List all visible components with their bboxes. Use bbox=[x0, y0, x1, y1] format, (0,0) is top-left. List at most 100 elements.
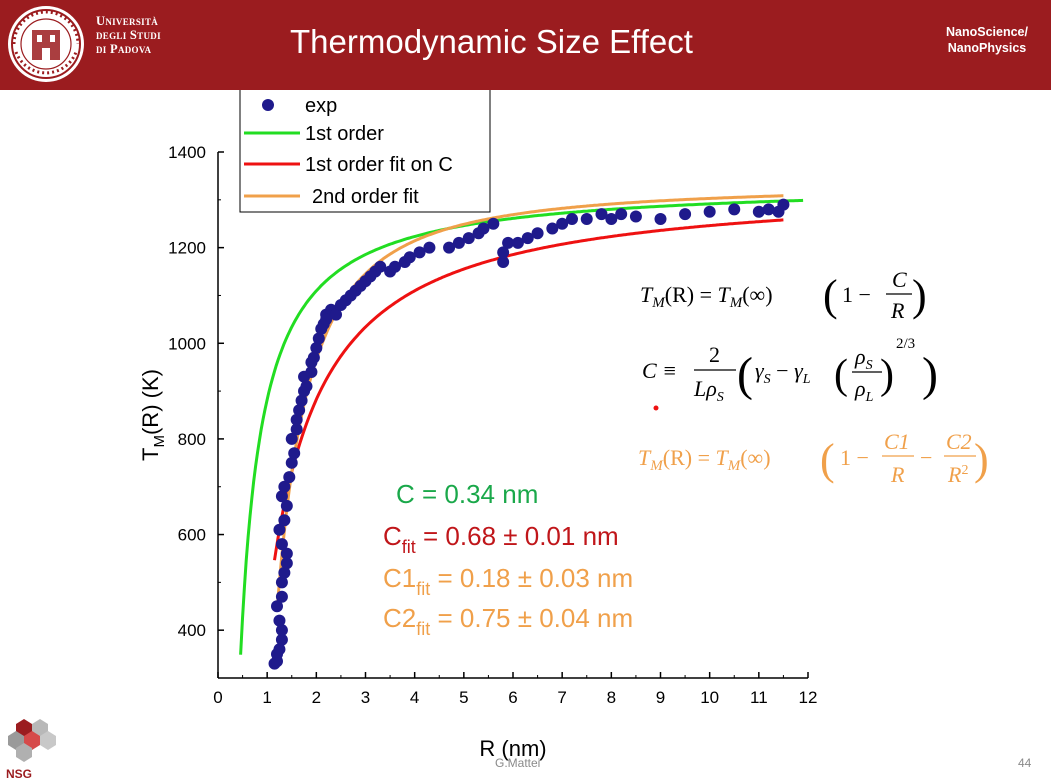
x-tick-label-0: 0 bbox=[213, 688, 222, 707]
exp-point-51 bbox=[389, 260, 401, 273]
exp-point-56 bbox=[443, 241, 456, 254]
formula-2-num: 2 bbox=[709, 342, 720, 367]
y-tick-label-5: 1400 bbox=[168, 143, 206, 162]
exp-point-13 bbox=[275, 538, 288, 551]
formula-2-rho-l: ρL bbox=[854, 376, 874, 405]
exp-point-72 bbox=[595, 208, 608, 221]
exp-point-5 bbox=[275, 624, 288, 637]
c2fit-sub: fit bbox=[416, 619, 430, 639]
exp-point-58 bbox=[462, 232, 475, 245]
university-name-line-2: degli Studi bbox=[96, 28, 161, 42]
formula-1: TM(R) = TM(∞) ( 1 − C R ) bbox=[640, 267, 927, 323]
formula-3-paren-close: ) bbox=[974, 435, 989, 484]
exp-point-19 bbox=[283, 471, 296, 484]
formula-1-paren-open: ( bbox=[823, 271, 838, 320]
formula-3-minus: − bbox=[920, 445, 932, 470]
c1fit-sub: fit bbox=[416, 579, 430, 599]
formula-3-arg: (R) = bbox=[663, 445, 716, 470]
y-tick-label-3: 1000 bbox=[168, 334, 206, 353]
exp-point-63 bbox=[497, 246, 510, 259]
exp-point-33 bbox=[310, 342, 323, 355]
formula-2-den: LρS bbox=[693, 376, 724, 405]
exp-point-16 bbox=[280, 499, 293, 512]
legend-second-order-fit-label: 2nd order fit bbox=[312, 186, 419, 208]
exp-point-34 bbox=[312, 332, 325, 345]
exp-point-12 bbox=[280, 547, 293, 560]
formula-2-gamma-s-sub: S bbox=[764, 372, 771, 387]
exp-point-77 bbox=[679, 208, 692, 221]
formula-2-den-sub: S bbox=[717, 390, 724, 405]
formula-1-frac-c: C bbox=[892, 267, 907, 292]
exp-point-79 bbox=[728, 203, 741, 216]
formula-2: C ≡ 2 LρS ( γS − γL ( ρS ρL ) 2/3 ) bbox=[642, 336, 938, 405]
exp-point-24 bbox=[290, 413, 303, 426]
y-tick-label-0: 400 bbox=[178, 621, 206, 640]
legend: exp 1st order 1st order fit on C 2nd ord… bbox=[239, 90, 491, 213]
course-badge-line-1: NanoScience/ bbox=[946, 25, 1028, 39]
c1fit-value-text: C1fit = 0.18 ± 0.03 nm bbox=[383, 563, 633, 599]
exp-point-25 bbox=[293, 404, 306, 417]
y-tick-label-2: 800 bbox=[178, 430, 206, 449]
formula-2-rho-s-main: ρ bbox=[854, 344, 866, 369]
formula-3-rhs-sub: M bbox=[727, 458, 742, 474]
formula-2-paren-open: ( bbox=[737, 348, 753, 401]
exp-point-66 bbox=[521, 232, 534, 245]
formula-2-rho-l-main: ρ bbox=[854, 376, 866, 401]
exp-point-23 bbox=[290, 423, 303, 436]
formula-1-one-minus: 1 − bbox=[842, 282, 871, 307]
fit-values: C = 0.34 nm Cfit = 0.68 ± 0.01 nm C1fit … bbox=[383, 479, 633, 639]
formula-1-paren-close: ) bbox=[912, 271, 927, 320]
curve-1st-order-fit-on-c bbox=[273, 218, 784, 561]
svg-text:TM(R) (K): TM(R) (K) bbox=[138, 369, 168, 461]
formula-3-frac-r2: R2 bbox=[947, 462, 968, 487]
formula-2-minus: − bbox=[771, 358, 794, 383]
y-tick-label-1: 600 bbox=[178, 526, 206, 545]
formula-3-rhs-arg: (∞) bbox=[740, 445, 770, 470]
exp-point-54 bbox=[413, 246, 426, 259]
exp-point-14 bbox=[273, 523, 286, 536]
exp-point-57 bbox=[452, 236, 465, 249]
exp-point-53 bbox=[403, 251, 416, 264]
formula-3-rhs-t: T bbox=[715, 445, 729, 470]
x-tick-label-11: 11 bbox=[750, 688, 768, 707]
formula-3-one-minus: 1 − bbox=[840, 445, 869, 470]
cfit-sub: fit bbox=[402, 537, 416, 557]
exp-point-21 bbox=[288, 447, 301, 460]
exp-point-76 bbox=[654, 212, 667, 225]
formula-3-r2-exp: 2 bbox=[961, 463, 968, 478]
exp-point-22 bbox=[285, 432, 298, 445]
formula-1-frac-r: R bbox=[890, 298, 905, 323]
formula-3-t: T bbox=[638, 445, 652, 470]
formula-2-rho-s: ρS bbox=[854, 344, 873, 373]
exp-point-73 bbox=[605, 212, 618, 225]
stray-red-dot bbox=[653, 405, 659, 411]
university-seal-icon bbox=[8, 6, 84, 82]
y-axis-label: TM(R) (K) bbox=[138, 369, 168, 461]
exp-point-78 bbox=[703, 205, 716, 218]
formula-1-lhs: TM(R) = TM(∞) bbox=[640, 282, 773, 311]
x-tick-label-2: 2 bbox=[312, 688, 321, 707]
formula-3-frac-c2: C2 bbox=[946, 429, 972, 454]
exp-point-83 bbox=[777, 198, 790, 211]
formula-2-inner-paren-open: ( bbox=[834, 352, 848, 398]
formula-1-rhs-sub: M bbox=[729, 295, 744, 311]
formula-3: TM(R) = TM(∞) ( 1 − C1 R − C2 R2 ) bbox=[638, 429, 989, 487]
x-axis-label: R (nm) bbox=[479, 736, 546, 761]
slide-title: Thermodynamic Size Effect bbox=[290, 23, 693, 60]
curve-1st-order bbox=[239, 198, 804, 655]
exp-point-62 bbox=[497, 255, 510, 268]
cfit-rest: = 0.68 ± 0.01 nm bbox=[416, 521, 619, 551]
x-tick-label-5: 5 bbox=[459, 688, 468, 707]
formula-1-rhs-t: T bbox=[717, 282, 731, 307]
c2fit-main: C2 bbox=[383, 603, 416, 633]
exp-point-17 bbox=[275, 490, 288, 503]
formula-3-lhs: TM(R) = TM(∞) bbox=[638, 445, 771, 474]
x-tick-label-9: 9 bbox=[656, 688, 665, 707]
exp-point-15 bbox=[278, 514, 291, 527]
legend-box bbox=[239, 90, 491, 213]
exp-point-71 bbox=[580, 212, 593, 225]
exp-point-81 bbox=[762, 203, 775, 216]
exp-point-4 bbox=[275, 633, 288, 646]
exp-point-60 bbox=[477, 222, 490, 235]
